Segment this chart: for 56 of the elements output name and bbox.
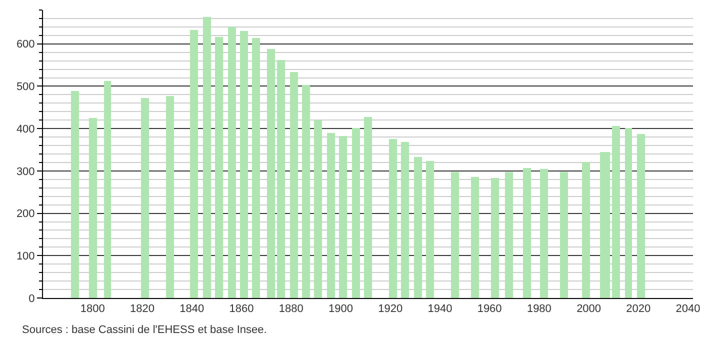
bar [215,37,223,298]
bar [505,172,513,298]
x-tick-label: 1900 [328,303,353,316]
x-tick-label: 1840 [180,303,204,316]
bar [277,60,285,298]
bar [104,81,111,298]
bar [190,30,198,298]
bar [141,98,149,298]
bar [523,168,531,298]
bar [426,161,434,298]
bar [637,134,645,298]
bar [314,120,322,298]
bar [352,128,360,298]
y-tick-label: 100 [16,250,35,262]
bar [471,177,479,298]
bar [612,126,620,298]
bar [339,136,347,298]
source-note: Sources : base Cassini de l'EHESS et base Insee. [22,324,267,336]
x-tick-label: 1980 [526,303,552,316]
bar [71,91,79,298]
bar [302,85,310,298]
x-tick-label: 1860 [229,303,254,316]
y-tick-label: 500 [16,81,35,94]
bar [166,96,174,298]
bar [582,162,590,298]
y-tick-label: 0 [28,292,35,305]
x-tick-label: 1940 [428,303,452,316]
x-tick-label: 2040 [676,303,700,316]
bar [240,31,248,298]
y-tick-label: 200 [16,208,35,220]
x-tick-label: 1880 [278,303,304,316]
bar [451,172,459,298]
x-tick-label: 1920 [378,303,403,316]
y-tick-label: 300 [16,166,35,178]
x-tick-label: 1800 [80,303,105,316]
bar [364,117,372,298]
bar [290,72,298,298]
y-tick-label: 400 [16,123,35,136]
bar [252,38,260,298]
bar [89,118,97,298]
bar [625,128,632,298]
bar [389,139,397,298]
bar [540,169,548,298]
x-tick-label: 1960 [477,303,502,316]
bar [491,178,499,298]
bar [267,49,275,298]
y-tick-label: 600 [16,38,35,51]
x-tick-label: 1820 [130,303,154,316]
bar [414,157,422,298]
bar [401,142,409,298]
x-tick-label: 2000 [576,303,602,316]
bar [560,172,568,298]
bar [203,17,211,298]
x-tick-label: 2020 [626,303,651,316]
bar [327,133,335,298]
bar [228,27,236,298]
